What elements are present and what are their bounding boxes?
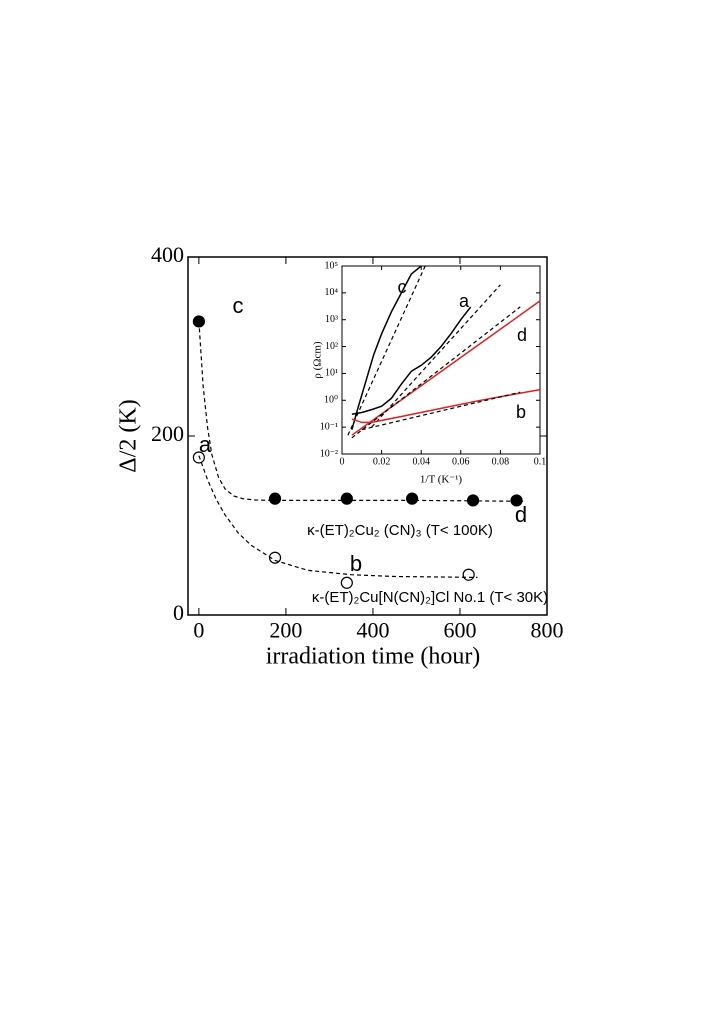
y-tick-label: 10⁻² (320, 448, 338, 459)
fit-line (351, 306, 521, 439)
annotation: c (233, 293, 244, 318)
y-tick-label: 200 (151, 421, 184, 446)
annotation: b (350, 551, 362, 576)
y-tick-label: 400 (151, 242, 184, 267)
y-tick-label: 10¹ (325, 368, 338, 379)
y-axis-label: Δ/2 (K) (116, 399, 142, 472)
x-tick-label: 0 (340, 456, 345, 467)
data-point (462, 568, 475, 581)
annotation: a (459, 291, 470, 311)
x-tick-label: 0.04 (412, 456, 430, 467)
data-point (192, 451, 205, 464)
y-tick-label: 10⁰ (324, 395, 338, 406)
x-axis-label: irradiation time (hour) (266, 644, 481, 670)
annotation: d (515, 502, 527, 527)
annotation: a (199, 432, 212, 457)
inset-frame (341, 265, 541, 455)
data-point (268, 492, 282, 505)
x-tick-label: 600 (443, 618, 476, 643)
data-line (351, 265, 422, 430)
annotation: c (398, 277, 407, 297)
x-tick-label: 400 (356, 618, 389, 643)
data-point (510, 494, 523, 507)
annotation: d (517, 325, 527, 345)
fit-line (371, 284, 501, 428)
y-tick-label: 10⁻¹ (320, 421, 338, 432)
x-tick-label: 0.02 (373, 456, 391, 467)
x-tick-label: 200 (269, 618, 302, 643)
x-axis-label: 1/T (K⁻¹) (420, 474, 463, 486)
y-tick-label: 0 (173, 600, 184, 625)
y-tick-label: 10³ (325, 314, 338, 325)
fit-line (347, 265, 426, 436)
fit-line (361, 391, 521, 431)
annotation: b (516, 402, 526, 422)
annotation: κ-(ET)₂Cu₂ (CN)₃ (T< 100K) (307, 522, 493, 539)
y-tick-label: 10⁴ (325, 287, 339, 298)
y-tick-label: 10⁵ (325, 260, 339, 271)
data-line (351, 306, 472, 416)
x-tick-label: 0 (193, 618, 204, 643)
data-point (406, 492, 419, 505)
data-point (340, 492, 353, 505)
data-line (351, 388, 541, 424)
y-axis-label: ρ (Ωcm) (312, 341, 324, 379)
fit-line (198, 321, 524, 502)
fit-line (198, 455, 478, 578)
data-point (268, 551, 282, 564)
data-point (340, 576, 353, 589)
x-tick-label: 800 (531, 618, 564, 643)
x-tick-label: 0.1 (534, 456, 547, 467)
y-tick-label: 10² (325, 341, 338, 352)
x-tick-label: 0.08 (492, 456, 510, 467)
data-line (351, 300, 541, 436)
annotation: κ-(ET)₂Cu[N(CN)₂]Cl No.1 (T< 30K) (312, 589, 548, 606)
x-tick-label: 0.06 (452, 456, 470, 467)
